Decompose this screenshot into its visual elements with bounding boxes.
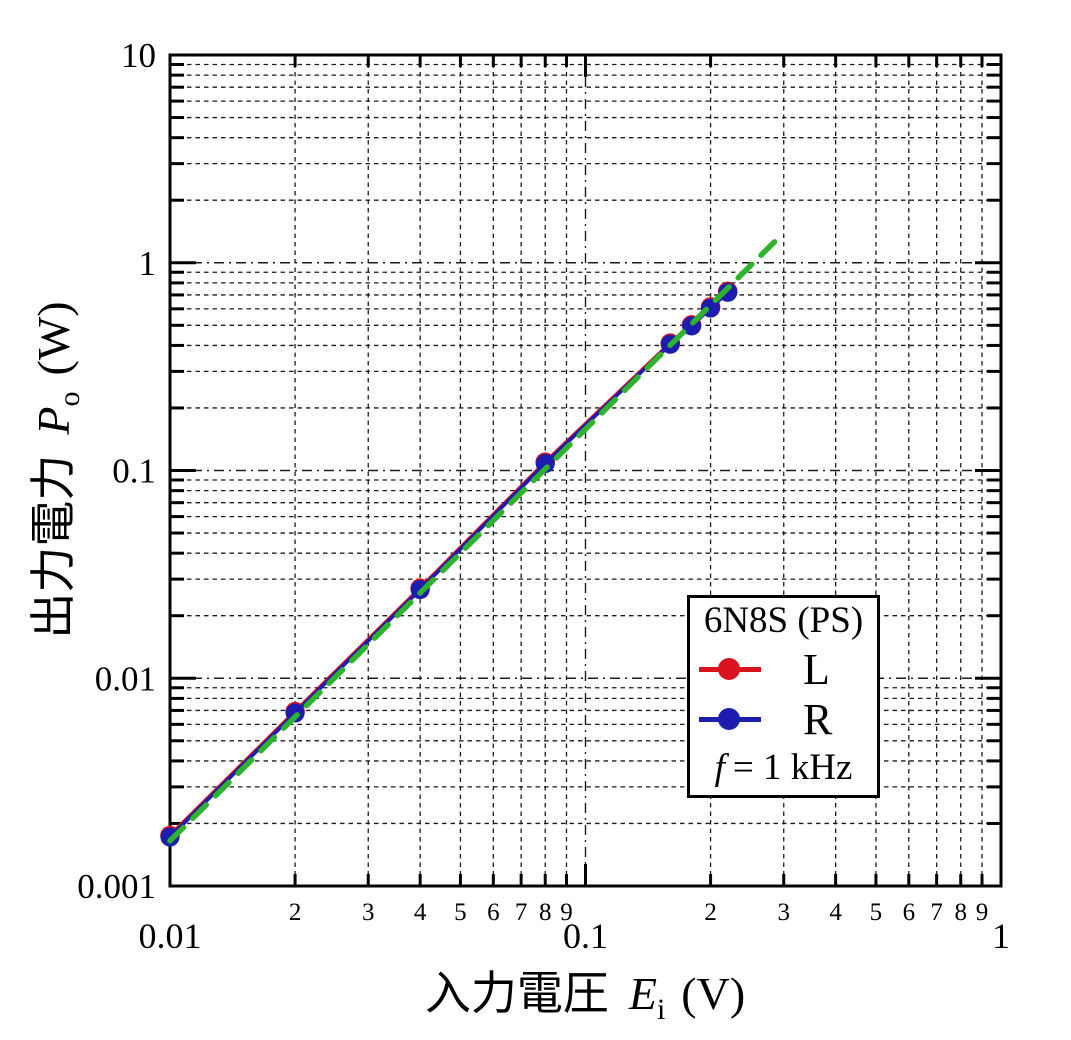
x-minor-label: 8 [539,899,552,926]
y-axis-symbol: P [27,406,79,435]
series-R-marker [535,454,555,474]
x-minor-label: 9 [560,899,573,926]
legend-marker-L-icon [699,656,761,682]
y-decade-label: 10 [121,36,156,75]
x-decade-label: 1 [992,916,1010,956]
x-axis-symbol: E [628,967,657,1019]
x-minor-label: 7 [930,899,943,926]
y-decade-label: 0.1 [112,452,156,491]
legend-frequency-symbol: f [714,746,725,788]
legend-entry-L: L [690,644,877,694]
x-axis-subscript: i [656,993,666,1027]
y-decade-label: 0.001 [77,867,156,906]
legend-dot-L [718,658,740,681]
x-decade-label: 0.1 [563,916,608,956]
x-minor-label: 4 [414,899,427,926]
x-minor-label: 6 [487,899,500,926]
legend-frequency-text: = 1 kHz [732,746,853,788]
legend-marker-R-icon [699,706,761,732]
x-minor-label: 3 [777,899,790,926]
y-axis-title-text: 出力電力 [27,454,79,639]
legend-title: 6N8S (PS) [703,600,864,641]
x-minor-label: 2 [704,899,717,926]
y-axis-subscript: o [53,391,87,407]
x-minor-label: 7 [515,899,528,926]
legend-label-L: L [803,644,830,694]
x-axis-title: 入力電圧 Ei (V) [425,957,745,1027]
y-axis-title: 出力電力 Po (W) [17,301,87,638]
y-decade-label: 1 [139,244,157,283]
x-minor-label: 3 [362,899,375,926]
x-minor-label: 5 [870,899,883,926]
y-axis-unit: (W) [27,301,79,376]
x-minor-label: 2 [289,899,302,926]
x-minor-label: 6 [903,899,916,926]
legend-box: 6N8S (PS) L R f = 1 kHz [687,595,880,798]
y-decade-label: 0.01 [95,659,156,698]
x-axis-title-text: 入力電圧 [424,967,609,1019]
legend-dot-R [718,708,740,731]
legend-label-R: R [803,694,833,744]
x-minor-label: 8 [954,899,967,926]
x-minor-label: 9 [976,899,989,926]
x-minor-label: 4 [829,899,842,926]
x-axis-unit: (V) [681,967,746,1019]
x-decade-label: 0.01 [139,916,202,956]
legend-entry-R: R [690,694,877,744]
series-R-marker [718,282,738,302]
legend-frequency-note: f = 1 kHz [690,746,877,789]
reference-dashed-line [167,232,784,844]
x-minor-label: 5 [454,899,467,926]
